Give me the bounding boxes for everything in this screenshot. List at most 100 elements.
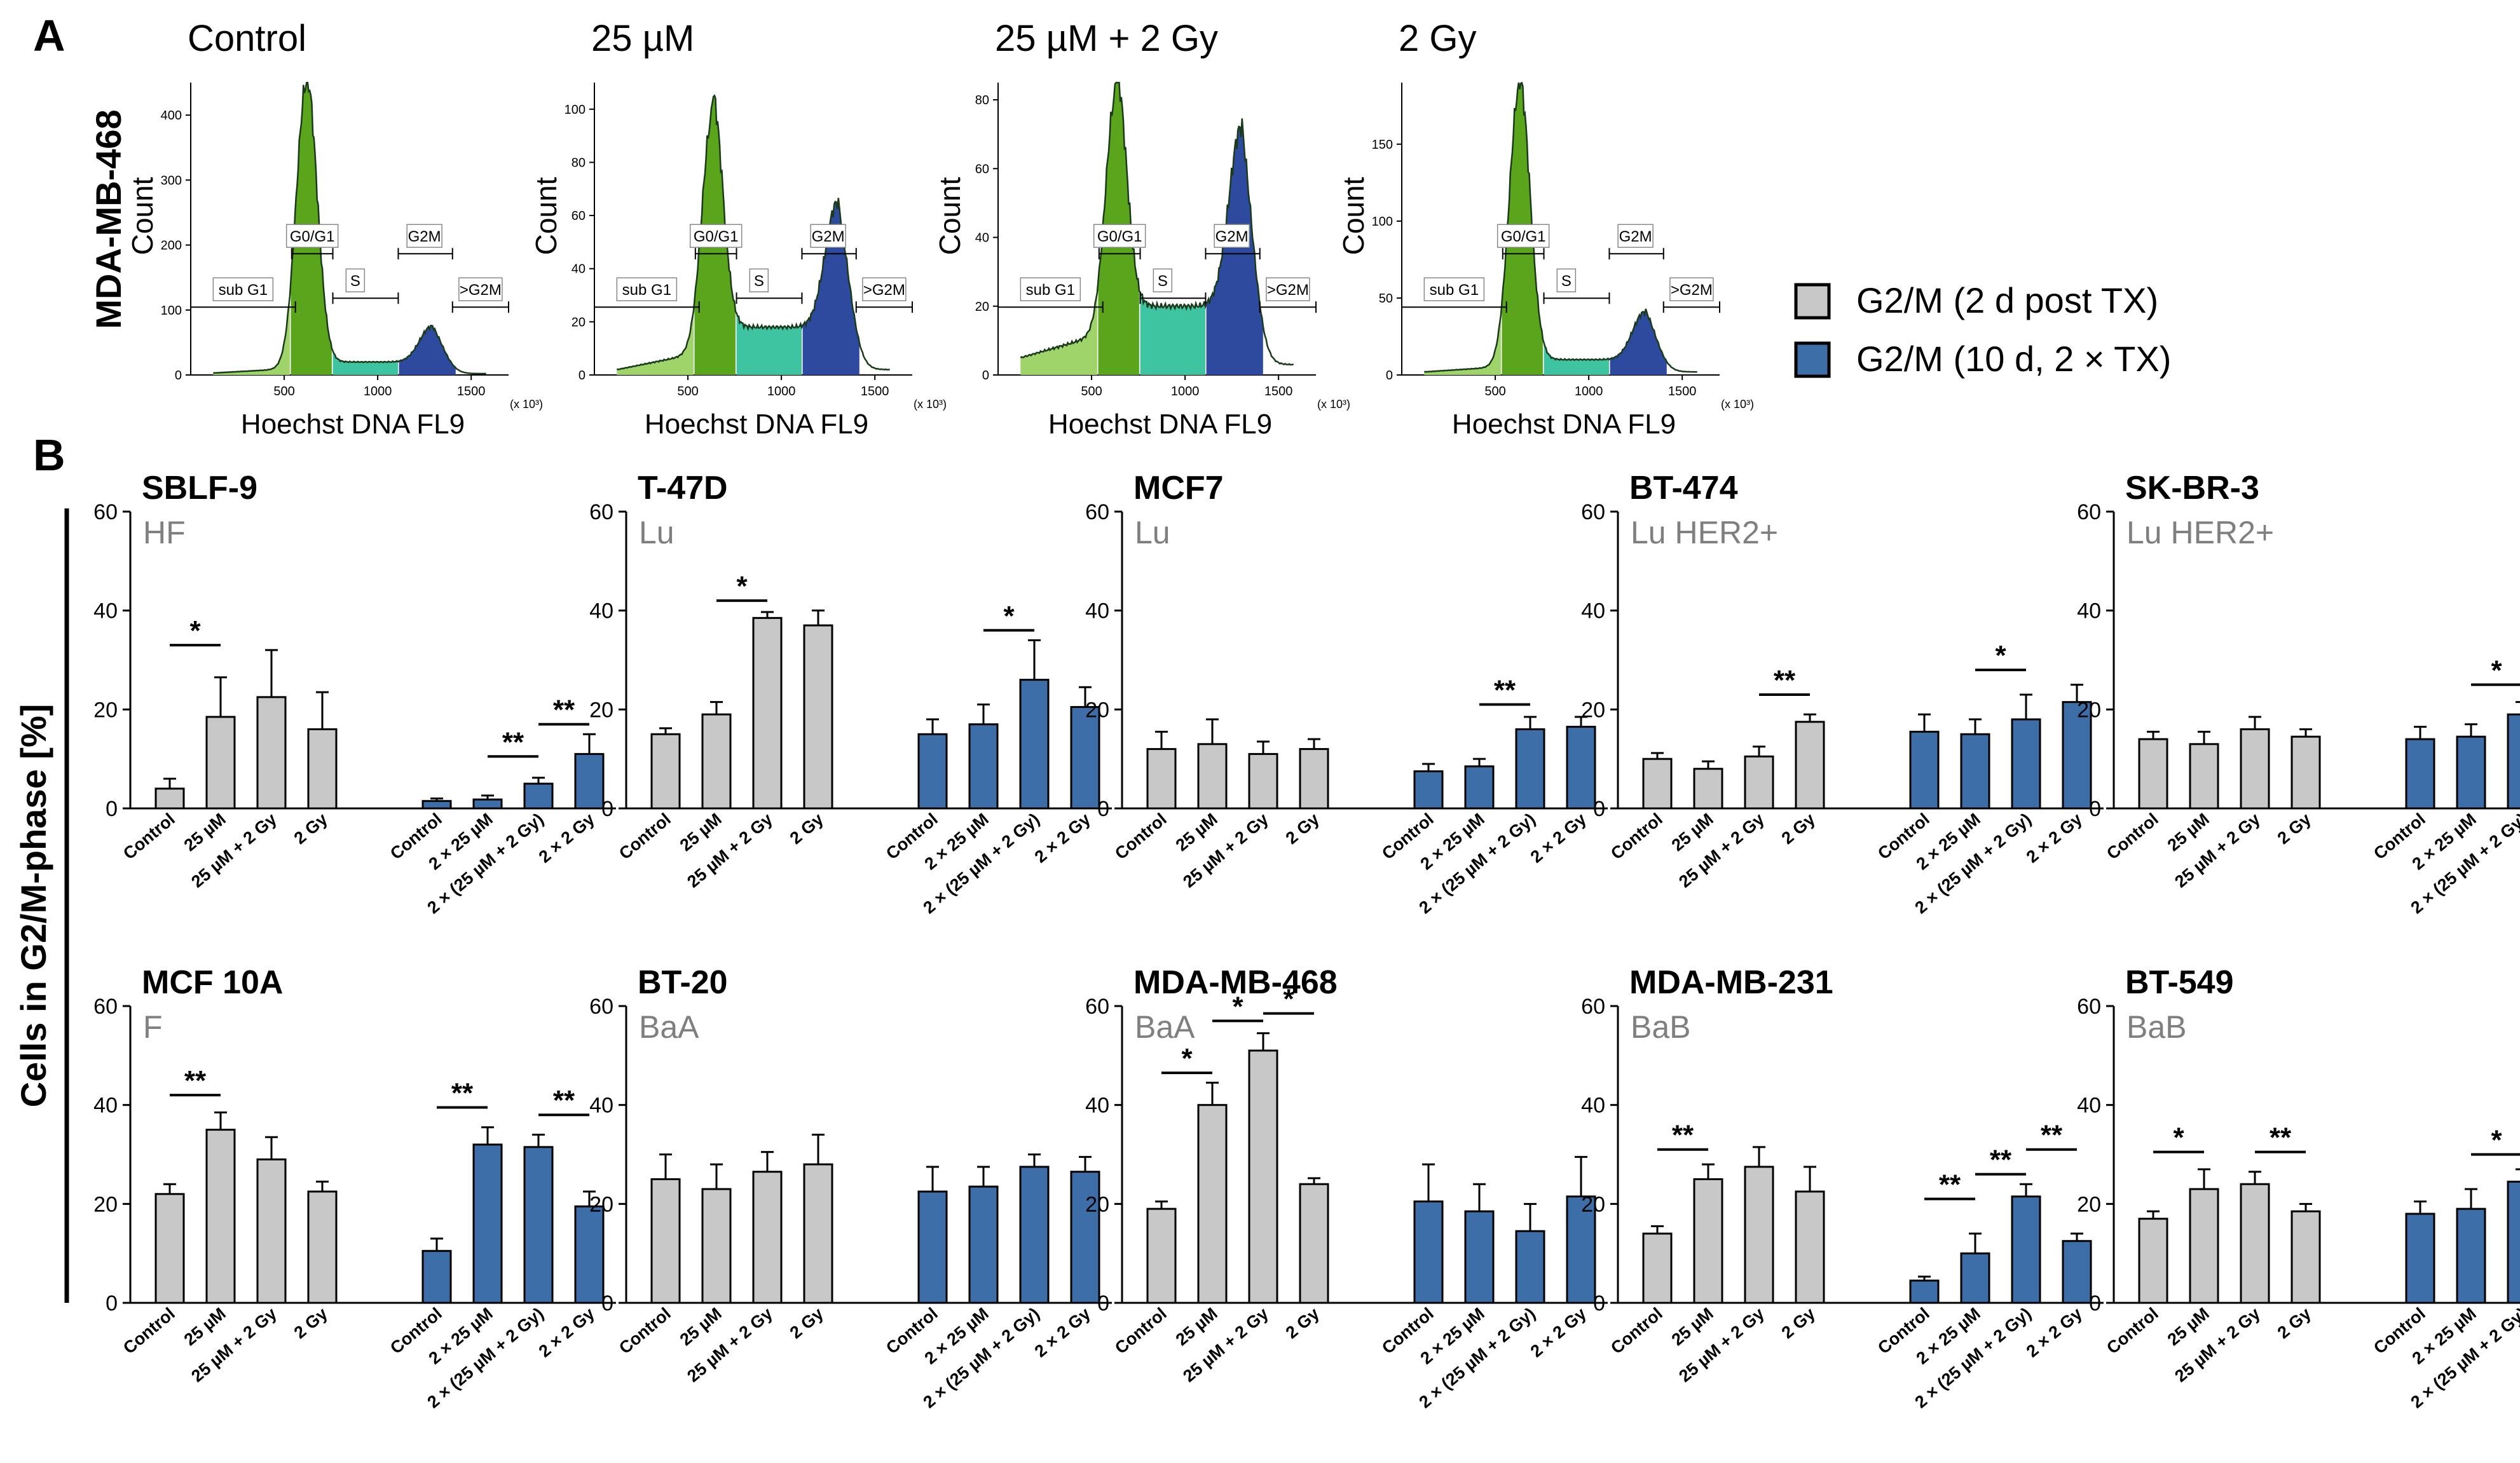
bar-category-label: 2 Gy [291, 810, 331, 848]
bar-category-label: 2 Gy [1778, 810, 1819, 848]
histogram-panel: Control Count 0 100 200 300 400 500 1000 1500 (x 1… [126, 18, 543, 440]
panel-a-cell-line-label: MDA-MB-468 [88, 109, 128, 329]
gate-label: sub G1 [1026, 282, 1075, 299]
bar [1795, 721, 1825, 810]
significance-marker: * [2173, 1122, 2184, 1153]
histogram-ytick-label: 200 [161, 239, 182, 253]
significance-marker: ** [1990, 1145, 2012, 1176]
histogram-ytick-label: 20 [572, 315, 585, 329]
bar [1197, 1104, 1228, 1304]
significance-marker: * [736, 571, 748, 602]
histogram-xtick-label: 1000 [1575, 384, 1603, 398]
bar-chart-ytick-label: 0 [1097, 797, 1109, 821]
bar [2507, 713, 2520, 810]
bar-chart-title: T-47D [638, 470, 728, 507]
bar [803, 1163, 833, 1304]
bar-chart-subtitle: Lu HER2+ [1631, 515, 1778, 550]
bar [1070, 1171, 1100, 1304]
panel-a-letter: A [33, 11, 65, 60]
bar-chart-ytick-label: 60 [589, 995, 613, 1019]
bar [307, 1190, 338, 1304]
significance-marker: ** [2270, 1122, 2292, 1153]
bar-chart-ytick-label: 20 [2077, 698, 2101, 722]
histogram-ylabel: Count [530, 177, 563, 255]
bar-category-label: 2 Gy [1282, 1304, 1323, 1343]
bar [1744, 755, 1774, 810]
significance-marker: ** [1774, 665, 1796, 696]
bar-category-label: 2 Gy [2274, 1304, 2315, 1343]
bar [1146, 1208, 1177, 1304]
bar-chart-ytick-label: 40 [589, 1094, 613, 1118]
bar-chart-ytick-label: 60 [589, 500, 613, 524]
gate-label-box [810, 224, 846, 248]
bar [701, 713, 732, 810]
gate-label: >G2M [863, 282, 905, 299]
gate-label: >G2M [460, 282, 502, 299]
bar-chart-title: SK-BR-3 [2125, 470, 2259, 507]
histogram-ytick-label: 50 [1379, 292, 1393, 306]
bar [1413, 770, 1444, 810]
bar [2507, 1180, 2520, 1304]
gate-label: S [1158, 273, 1168, 290]
bar-category-label: 2 × 2 Gy [2023, 810, 2086, 867]
bar [1248, 752, 1278, 810]
bar [523, 782, 554, 810]
gate-label: S [1561, 273, 1572, 290]
bar-chart-subtitle: BaB [1631, 1009, 1691, 1045]
histogram-ytick-label: 100 [161, 304, 182, 318]
histogram-ytick-label: 60 [572, 209, 585, 223]
gate-label-box [458, 277, 503, 301]
bar-category-label: Control [1111, 1304, 1170, 1358]
histogram-xlabel: Hoechst DNA FL9 [241, 409, 465, 440]
histogram-ytick-label: 300 [161, 174, 182, 187]
bar-chart-ytick-label: 60 [1581, 995, 1605, 1019]
bar-chart-title: BT-20 [638, 964, 728, 1001]
bar-chart-ytick-label: 0 [2089, 797, 2101, 821]
gate-label-box [1556, 268, 1577, 292]
bar [2138, 738, 2168, 810]
bar-chart-ytick-label: 0 [1593, 797, 1605, 821]
gate-label-box [616, 277, 678, 301]
bar-chart-ytick-label: 60 [1085, 995, 1109, 1019]
gate-label: G0/G1 [694, 228, 739, 245]
gate-label-box [1153, 268, 1173, 292]
bar [421, 1249, 452, 1304]
significance-marker: * [1283, 984, 1294, 1015]
histogram-subg1-area [1020, 292, 1097, 375]
bar [1693, 1178, 1723, 1304]
bar [574, 752, 605, 810]
histogram-ytick-label: 60 [975, 162, 989, 176]
gate-label-box [212, 277, 274, 301]
gate-label: G0/G1 [1097, 228, 1142, 245]
histogram-panel: 25 µM + 2 Gy Count 0 20 40 60 80 500 1000 1500 (x … [933, 18, 1350, 440]
bar-chart-title: SBLF-9 [142, 470, 257, 507]
gate-label-box [1093, 224, 1146, 248]
histogram-g2m-area [1610, 309, 1667, 375]
significance-marker: ** [2041, 1120, 2063, 1151]
histogram-ytick-label: 100 [1372, 215, 1393, 229]
gate-label: G2M [408, 228, 441, 245]
bar-chart-title: BT-474 [1629, 470, 1738, 507]
gate-label-box [406, 224, 442, 248]
bar [1566, 1195, 1596, 1304]
bar-category-label: 2 × 2 Gy [2023, 1304, 2086, 1361]
gate-label: G2M [1619, 228, 1652, 245]
bar-chart-ytick-label: 20 [589, 698, 613, 722]
bar [2291, 1210, 2321, 1304]
histogram-xlabel: Hoechst DNA FL9 [645, 409, 868, 440]
bar [752, 1171, 783, 1304]
gate-label: >G2M [1671, 282, 1713, 299]
histogram-xtick-label: 500 [273, 384, 294, 398]
histogram-g2m-area [399, 325, 456, 375]
gate-label: G0/G1 [290, 228, 335, 245]
significance-marker: ** [553, 695, 575, 726]
significance-marker: * [1995, 640, 2006, 671]
bar-category-label: Control [120, 810, 179, 864]
bar-chart-subtitle: Lu [1135, 515, 1170, 550]
bar [650, 1178, 681, 1304]
bar-chart-ytick-label: 20 [1085, 698, 1109, 722]
